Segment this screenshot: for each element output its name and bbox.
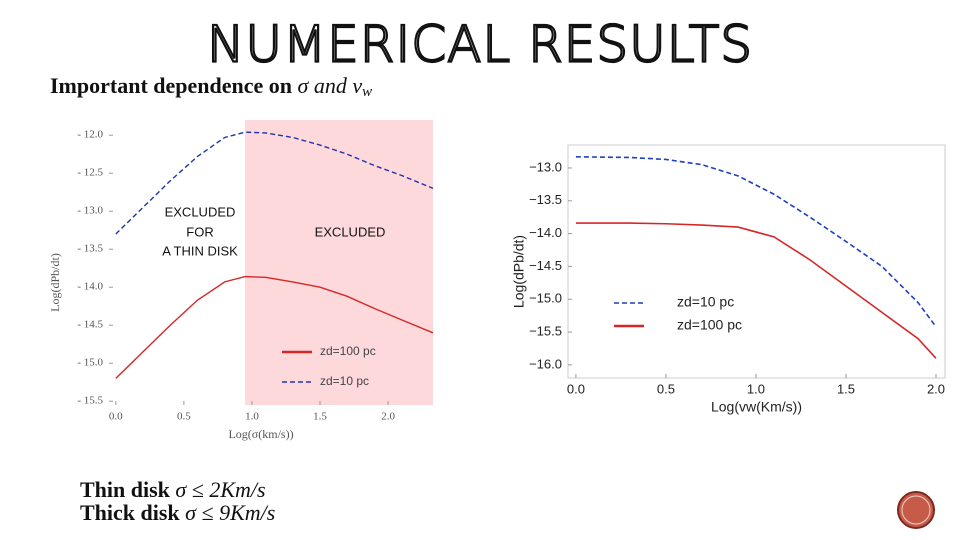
x-tick-label: 1.0: [245, 411, 259, 423]
legend-label: zd=10 pc: [320, 374, 369, 388]
x-tick-label: 0.5: [657, 381, 675, 396]
y-tick-label: −15.0: [529, 291, 562, 306]
note-math: σ ≤ 9Km/s: [185, 500, 275, 525]
y-axis-label: Log(dPb/dt): [48, 253, 62, 312]
x-tick-label: 1.5: [837, 381, 855, 396]
y-tick-label: −15.5: [529, 323, 562, 338]
annotation: FOR: [186, 224, 213, 239]
x-tick-label: 1.0: [747, 381, 765, 396]
y-tick-label: - 13.5: [77, 243, 103, 255]
x-tick-label: 2.0: [381, 411, 395, 423]
note-text: Thick disk: [80, 500, 180, 525]
y-tick-label: −13.0: [529, 159, 562, 174]
legend-label: zd=100 pc: [677, 317, 742, 333]
note-text: Thin disk: [80, 477, 171, 502]
series-line: [115, 131, 434, 235]
y-tick-label: −14.0: [529, 225, 562, 240]
annotation: EXCLUDED: [165, 204, 236, 219]
legend-label: zd=10 pc: [677, 294, 734, 310]
x-axis-label: Log(σ(km/s)): [228, 427, 293, 441]
x-tick-label: 0.0: [567, 381, 585, 396]
note: Thick disk σ ≤ 9Km/s: [80, 500, 275, 525]
y-tick-label: - 14.5: [77, 319, 103, 331]
y-tick-label: −16.0: [529, 356, 562, 371]
y-tick-label: - 12.5: [77, 167, 103, 179]
series-line: [575, 222, 937, 359]
page-badge-ring: [901, 495, 931, 525]
x-axis-label: Log(vw(Km/s)): [711, 399, 802, 415]
subtitle-text: Important dependence on: [50, 73, 292, 98]
y-tick-label: −13.5: [529, 192, 562, 207]
excluded-region: [245, 120, 433, 405]
x-tick-label: 0.0: [109, 411, 123, 423]
note: Thin disk σ ≤ 2Km/s: [80, 477, 266, 502]
legend-label: zd=100 pc: [320, 344, 376, 358]
plot-frame: [567, 144, 946, 379]
y-tick-label: −14.5: [529, 258, 562, 273]
page-badge: [897, 491, 935, 529]
y-tick-label: - 15.5: [77, 395, 103, 407]
annotation: A THIN DISK: [162, 243, 238, 258]
x-tick-label: 2.0: [927, 381, 945, 396]
x-tick-label: 1.5: [313, 411, 327, 423]
charts: - 12.0 - 12.5 - 13.0 - 13.5 - 14.0 - 14.5 - 15…: [48, 120, 946, 441]
subtitle-sub: w: [362, 84, 372, 100]
subtitle-math: σ and v: [298, 73, 363, 98]
series-line: [115, 275, 434, 379]
slide-title: NUMERICAL RESULTS: [207, 16, 753, 74]
annotation: EXCLUDED: [315, 224, 386, 239]
y-tick-label: - 12.0: [77, 129, 103, 141]
note-math: σ ≤ 2Km/s: [175, 477, 265, 502]
x-tick-label: 0.5: [177, 411, 191, 423]
subtitle: Important dependence on σ and vw: [50, 73, 372, 100]
y-axis-label: Log(dPb/dt): [511, 235, 527, 308]
y-tick-label: - 13.0: [77, 205, 103, 217]
y-tick-label: - 15.0: [77, 357, 103, 369]
y-tick-label: - 14.0: [77, 281, 103, 293]
series-line: [575, 156, 937, 328]
